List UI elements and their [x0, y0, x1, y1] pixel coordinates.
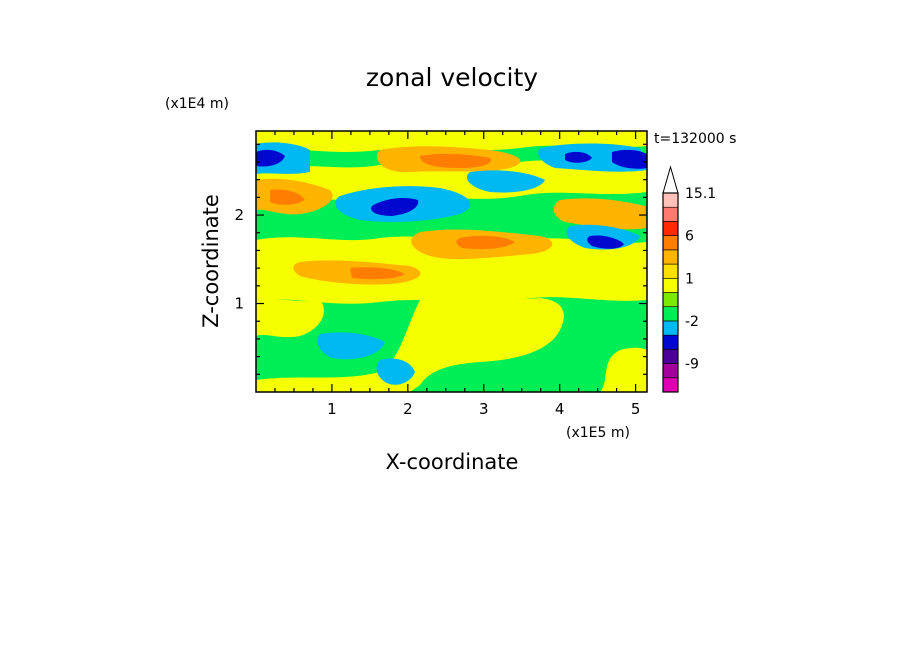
x-axis-label: X-coordinate	[386, 450, 519, 474]
field-region-blue-upper-right	[587, 235, 624, 249]
y-axis-label: Z-coordinate	[199, 194, 223, 328]
y-unit-label: (x1E4 m)	[165, 96, 229, 112]
colorbar: 15.1 6 1 -2 -9	[662, 165, 716, 393]
field-region-blue-top-right-1	[565, 151, 592, 163]
x-tick-label: 3	[479, 400, 489, 418]
y-tick-label: 2	[234, 206, 244, 224]
x-unit-label: (x1E5 m)	[566, 425, 630, 441]
field-region-blue-top-right-2	[612, 149, 647, 169]
field-region-cyan-lower-left	[317, 332, 385, 360]
x-tick-label: 5	[631, 400, 641, 418]
colorbar-segment	[662, 263, 679, 279]
colorbar-segment	[662, 221, 679, 236]
field-region-orange-dark-top	[420, 153, 491, 168]
field-region-yellow-topband	[256, 131, 647, 152]
field-region-blue-upper-left	[371, 198, 419, 216]
colorbar-segment	[662, 235, 679, 251]
colorbar-segment	[662, 192, 679, 208]
colorbar-tick-label: 1	[685, 271, 694, 287]
colorbar-segment	[662, 206, 679, 222]
field-region-orange-dark-lower	[350, 267, 405, 280]
colorbar-segment	[662, 363, 679, 379]
colorbar-segment	[662, 277, 679, 293]
x-tick-label: 2	[403, 400, 413, 418]
plot-area	[256, 131, 647, 392]
y-axis: 12	[234, 143, 647, 375]
x-tick-label: 1	[327, 400, 337, 418]
field-region-cyan-lower-mid	[376, 358, 415, 385]
field-region-blue-top-left	[256, 149, 285, 167]
field-region-orange-dark-left	[270, 189, 305, 205]
time-label: t=132000 s	[654, 131, 736, 147]
colorbar-segment	[662, 306, 679, 322]
chart-title: zonal velocity	[366, 63, 538, 92]
colorbar-extend-arrow	[662, 165, 679, 194]
colorbar-frame	[662, 192, 679, 393]
x-axis: 1 2 3 4 5	[274, 131, 641, 418]
colorbar-segment	[662, 320, 679, 336]
field-region-yellow-upper	[256, 160, 647, 201]
colorbar-segment	[662, 292, 679, 308]
y-tick-label: 1	[234, 295, 244, 313]
colorbar-tick-label: -2	[685, 314, 699, 330]
field-region-orange-dark-mid	[456, 235, 515, 250]
x-tick-label: 4	[555, 400, 565, 418]
colorbar-segment	[662, 377, 679, 393]
colorbar-tick-label: -9	[685, 357, 699, 373]
plot-frame	[255, 130, 648, 393]
colorbar-tick-label: 15.1	[685, 186, 716, 202]
colorbar-segment	[662, 334, 679, 350]
colorbar-segment	[662, 349, 679, 364]
field-region-yellow-mid	[256, 236, 647, 304]
colorbar-tick-label: 6	[685, 229, 694, 245]
field-region-yellow-left	[256, 298, 324, 338]
field-region-orange-right	[553, 198, 647, 230]
colorbar-segment	[662, 249, 679, 265]
field-region-yellow-lower	[256, 298, 647, 392]
field-region-cyan-top-right	[466, 170, 545, 193]
